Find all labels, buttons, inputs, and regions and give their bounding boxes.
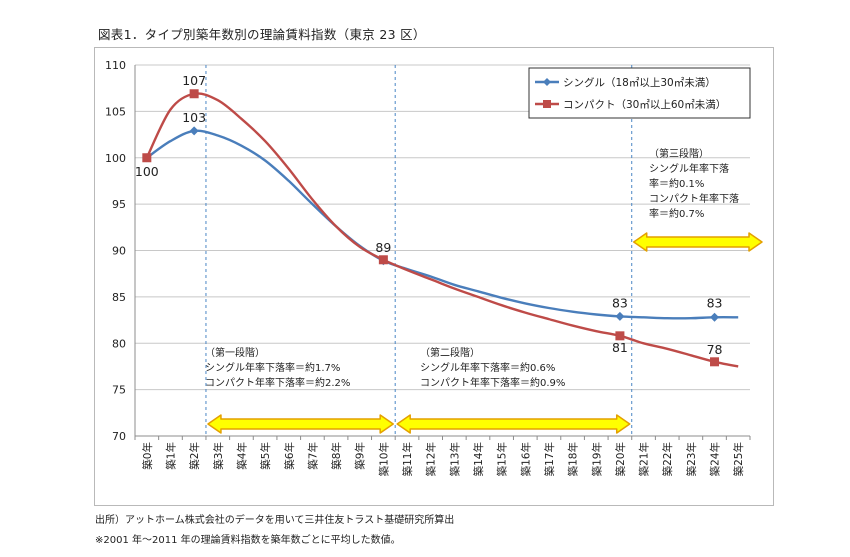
data-label: 107: [182, 73, 206, 88]
point-marker: [189, 89, 199, 99]
phase-annotation-text: （第二段階）: [420, 346, 480, 359]
x-tick-label: 築13年: [448, 442, 461, 476]
x-tick-label: 築8年: [330, 442, 343, 470]
chart-frame: [94, 47, 774, 506]
phase-span-arrow: [207, 414, 394, 434]
data-label: 83: [612, 295, 628, 310]
x-tick-label: 築4年: [235, 442, 248, 470]
x-tick-label: 築2年: [188, 442, 201, 470]
legend-swatch-marker: [543, 78, 551, 86]
point-marker: [615, 331, 625, 341]
x-tick-label: 築1年: [164, 442, 177, 470]
phase-annotation-text: コンパクト年率下落率＝約2.2%: [205, 376, 350, 389]
data-label: 100: [135, 164, 159, 179]
y-tick-label: 105: [105, 105, 126, 118]
x-tick-label: 築15年: [496, 442, 509, 476]
data-label: 103: [182, 110, 206, 125]
x-tick-label: 築18年: [567, 442, 580, 476]
legend-label: コンパクト（30㎡以上60㎡未満）: [563, 99, 726, 111]
x-tick-label: 築9年: [354, 442, 367, 470]
point-marker: [615, 311, 625, 321]
phase-annotation-text: （第三段階）: [649, 147, 709, 160]
y-tick-label: 95: [112, 198, 126, 211]
point-marker: [142, 153, 152, 163]
point-marker: [378, 255, 388, 265]
x-tick-label: 築6年: [283, 442, 296, 470]
phase-annotation-text: 率＝約0.1%: [649, 177, 704, 190]
data-label: 83: [707, 295, 723, 310]
point-marker: [710, 357, 720, 367]
y-tick-label: 100: [105, 152, 126, 165]
series-line: [145, 92, 739, 368]
phase-span-arrow: [632, 232, 763, 252]
x-tick-label: 築20年: [614, 442, 627, 476]
y-tick-label: 75: [112, 384, 126, 397]
x-tick-label: 築17年: [543, 442, 556, 476]
point-marker: [189, 126, 199, 136]
y-tick-label: 70: [112, 430, 126, 443]
x-tick-label: 築16年: [519, 442, 532, 476]
x-tick-label: 築12年: [425, 442, 438, 476]
x-tick-label: 築5年: [259, 442, 272, 470]
x-tick-label: 築25年: [732, 442, 745, 476]
phase-annotation-text: コンパクト年率下落: [649, 192, 739, 205]
legend-label: シングル（18㎡以上30㎡未満）: [563, 76, 716, 89]
figure-title: 図表1．タイプ別築年数別の理論賃料指数（東京 23 区）: [98, 27, 426, 42]
y-tick-label: 80: [112, 337, 126, 350]
x-tick-label: 築11年: [401, 442, 414, 476]
series-line: [146, 129, 739, 320]
legend-swatch-marker: [543, 100, 551, 108]
phase-annotation-text: （第一段階）: [205, 346, 265, 359]
point-marker: [710, 312, 720, 322]
x-tick-label: 築19年: [590, 442, 603, 476]
x-tick-label: 築14年: [472, 442, 485, 476]
x-tick-label: 築0年: [141, 442, 154, 470]
x-tick-label: 築7年: [306, 442, 319, 470]
legend-box: [528, 67, 751, 119]
phase-annotation-text: シングル年率下落率＝約0.6%: [420, 361, 555, 374]
data-label: 78: [707, 342, 723, 357]
phase-annotation-text: 率＝約0.7%: [649, 207, 704, 220]
phase-span-arrow: [396, 414, 631, 434]
x-tick-label: 築22年: [661, 442, 674, 476]
y-tick-label: 110: [105, 59, 126, 72]
x-tick-label: 築24年: [709, 442, 722, 476]
phase-annotation-text: シングル年率下落: [649, 162, 729, 175]
y-tick-label: 90: [112, 245, 126, 258]
x-tick-label: 築10年: [377, 442, 390, 476]
x-tick-label: 築21年: [638, 442, 651, 476]
data-label: 89: [375, 240, 391, 255]
method-note: ※2001 年～2011 年の理論賃料指数を築年数ごとに平均した数値。: [95, 535, 401, 546]
x-tick-label: 築3年: [212, 442, 225, 470]
x-tick-label: 築23年: [685, 442, 698, 476]
source-note: 出所）アットホーム株式会社のデータを用いて三井住友トラスト基礎研究所算出: [95, 515, 455, 526]
phase-annotation-text: コンパクト年率下落率＝約0.9%: [420, 376, 565, 389]
y-tick-label: 85: [112, 291, 126, 304]
data-label: 81: [612, 340, 628, 355]
phase-annotation-text: シングル年率下落率＝約1.7%: [205, 361, 340, 374]
